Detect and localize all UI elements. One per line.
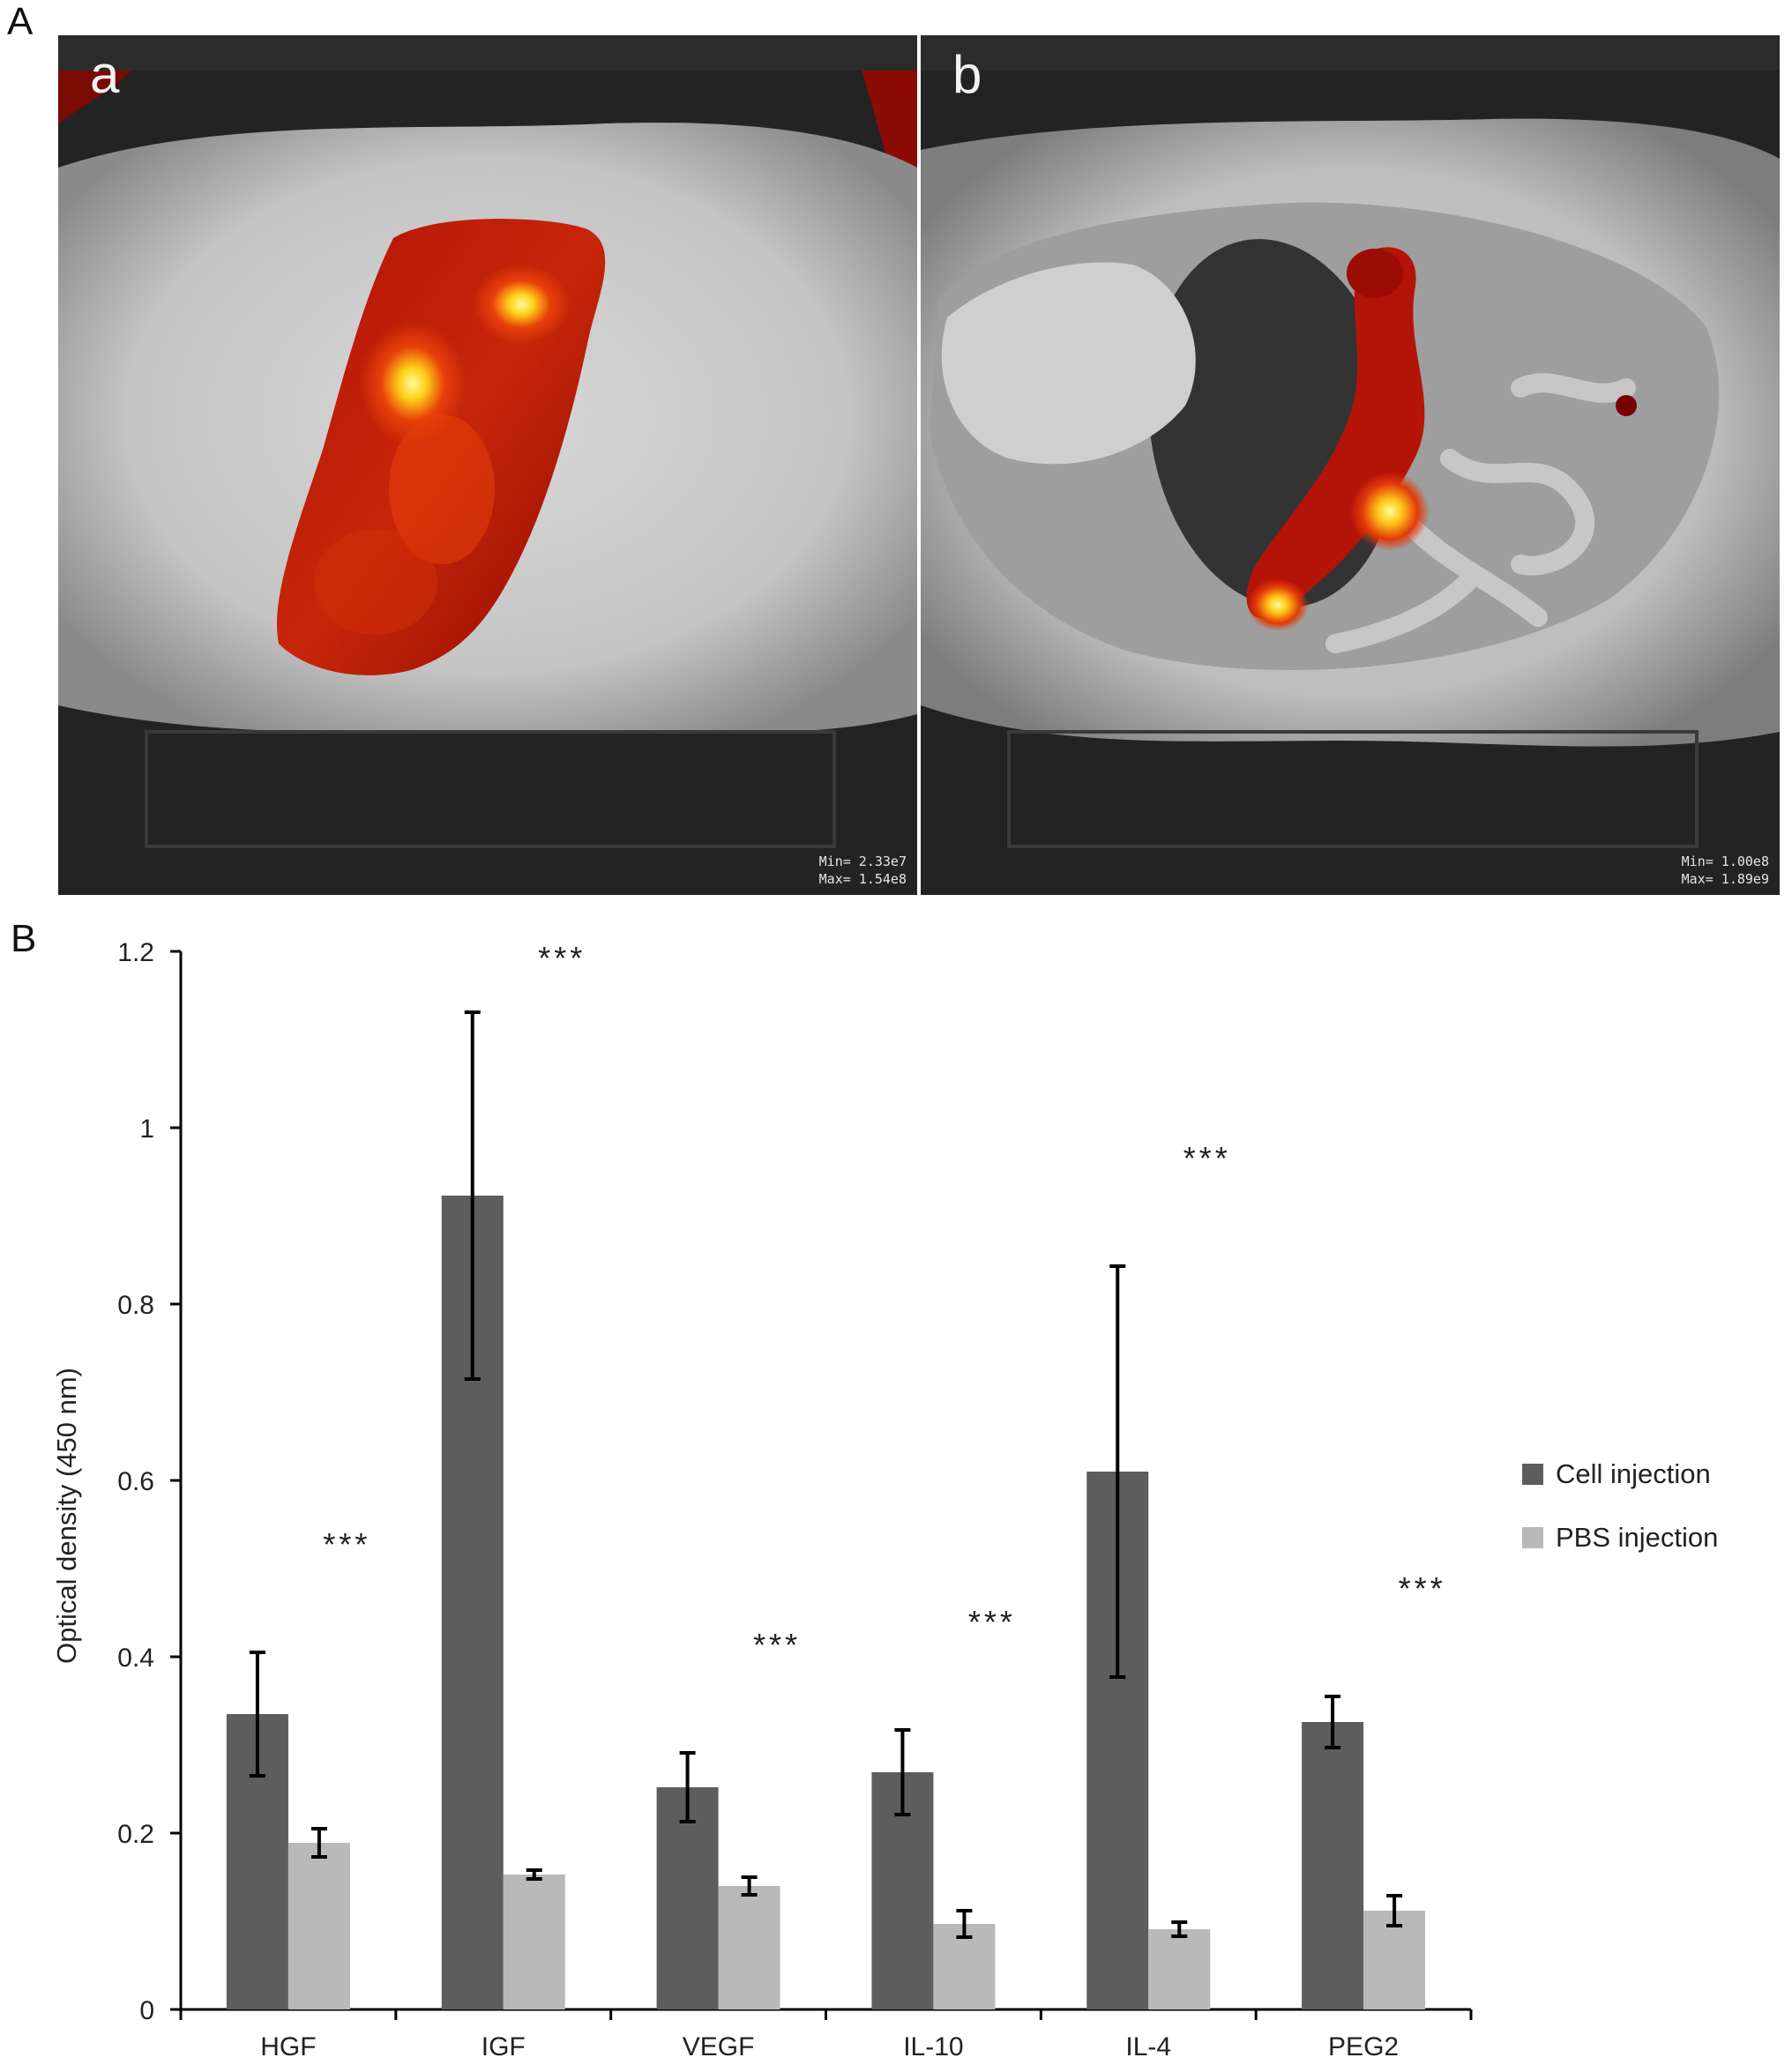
- bar-cell: [656, 1787, 719, 2009]
- x-tick-label: IL-4: [1125, 2032, 1171, 2061]
- legend-swatch-pbs: [1522, 1527, 1543, 1548]
- significance-marker: ***: [538, 940, 586, 976]
- legend-label-pbs: PBS injection: [1556, 1522, 1719, 1553]
- bar-pbs: [287, 1843, 350, 2009]
- legend-label-cell: Cell injection: [1556, 1458, 1711, 1489]
- significance-marker: ***: [323, 1526, 370, 1562]
- y-tick-label: 1: [139, 1115, 154, 1144]
- y-axis-title: Optical density (450 nm): [51, 1368, 82, 1664]
- image-a-scale: Min= 2.33e7 Max= 1.54e8: [819, 853, 907, 888]
- significance-marker: ***: [1399, 1570, 1446, 1607]
- image-b-label: b: [952, 45, 982, 104]
- x-tick-label: IL-10: [903, 2032, 963, 2061]
- image-a-scale-min: Min= 2.33e7: [818, 854, 907, 869]
- y-tick-label: 0.4: [117, 1644, 154, 1673]
- image-a-scale-max: Max= 1.54e8: [818, 871, 907, 887]
- bar-chart: 0 0.2 0.4 0.6 0.8 1 1.2 Optical density (450 nm…: [51, 938, 1473, 2061]
- image-b-scale-max: Max= 1.89e9: [1681, 871, 1769, 887]
- bioluminescence-image-a: a Min= 2.33e7 Max= 1.54e8: [58, 35, 917, 895]
- x-tick-label: HGF: [260, 2032, 316, 2061]
- significance-marker: ***: [1183, 1140, 1231, 1176]
- legend-item-pbs: PBS injection: [1522, 1519, 1718, 1556]
- bar-pbs: [503, 1875, 565, 2009]
- x-tick-label: PEG2: [1328, 2032, 1399, 2061]
- image-a-label: a: [90, 45, 120, 104]
- significance-marker: ***: [753, 1627, 801, 1663]
- y-tick-label: 0.6: [117, 1467, 154, 1496]
- panel-b-label: B: [11, 917, 37, 960]
- legend-swatch-cell: [1522, 1464, 1543, 1485]
- bar-cell: [1302, 1722, 1364, 2009]
- image-b-scale: Min= 1.00e8 Max= 1.89e9: [1682, 853, 1769, 888]
- bioluminescence-image-b: b Min= 1.00e8 Max= 1.89e9: [921, 35, 1780, 895]
- y-tick-label: 0: [139, 1996, 154, 2025]
- y-tick-label: 1.2: [117, 938, 154, 967]
- bar-pbs: [718, 1886, 780, 2009]
- x-tick-label: VEGF: [683, 2032, 755, 2061]
- y-tick-label: 0.2: [117, 1820, 154, 1849]
- chart-legend: Cell injection PBS injection: [1522, 1456, 1718, 1583]
- panel-a-label: A: [7, 0, 34, 43]
- legend-item-cell: Cell injection: [1522, 1456, 1718, 1493]
- y-tick-label: 0.8: [117, 1291, 154, 1320]
- x-tick-label: IGF: [482, 2032, 526, 2061]
- bar-pbs: [1148, 1929, 1211, 2009]
- significance-marker: ***: [968, 1604, 1016, 1640]
- image-b-scale-min: Min= 1.00e8: [1681, 854, 1769, 869]
